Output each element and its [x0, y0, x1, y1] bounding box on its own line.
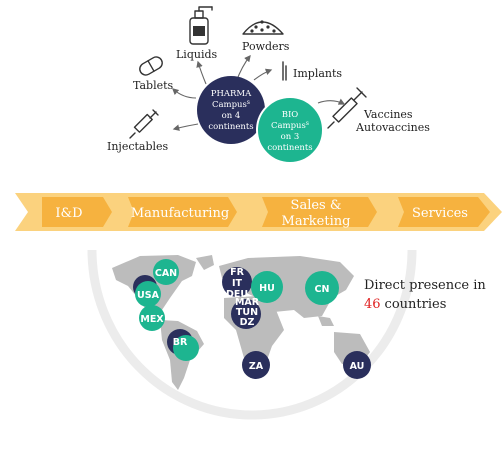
pharma-sup: s: [247, 99, 250, 106]
chain-step-sales: Sales &: [291, 198, 342, 213]
bio-sup: s: [306, 120, 309, 127]
label-br: BR: [173, 337, 188, 348]
pharma-line1: PHARMA: [211, 89, 252, 99]
implant-icon: [282, 61, 287, 81]
value-chain-band: I&D Manufacturing Sales & Marketing Serv…: [15, 193, 502, 231]
svg-text:Campuss: Campuss: [212, 99, 250, 110]
arrow-liquids: [196, 60, 207, 85]
presence-suffix: countries: [385, 297, 447, 312]
greenland-shape: [196, 255, 214, 270]
marker-hu: [251, 271, 283, 303]
label-fr: FR: [230, 267, 244, 278]
label-za: ZA: [249, 361, 264, 372]
arrow-implants: [253, 68, 273, 81]
syringe-icon: [129, 109, 159, 139]
chain-step-manufacturing: Manufacturing: [131, 206, 229, 221]
label-mar: MAR: [235, 297, 260, 308]
label-it: IT: [232, 278, 243, 289]
injectables-label: Injectables: [107, 140, 169, 153]
label-au: AU: [350, 361, 365, 372]
marker-au: [343, 351, 371, 379]
marker-usa: [135, 281, 161, 307]
presence-line1: Direct presence in: [364, 278, 486, 293]
chain-step-bg: [398, 197, 490, 227]
bio-campus-circle: BIO Campuss on 3 continents: [256, 96, 324, 164]
bio-line3: on 3: [281, 132, 300, 142]
bio-line4: continents: [267, 143, 312, 153]
svg-text:Campuss: Campuss: [271, 120, 309, 131]
bio-line1: BIO: [282, 110, 299, 120]
label-cn: CN: [315, 284, 330, 295]
chain-step-bg: [262, 197, 377, 227]
label-deu: DEU: [226, 289, 248, 300]
map-arc: [87, 249, 417, 420]
autovaccines-label: Autovaccines: [355, 121, 430, 134]
presence-line2: 46 countries: [364, 297, 446, 312]
label-hu: HU: [259, 283, 275, 294]
arrow-vaccines: [317, 98, 346, 105]
marker-can: [153, 259, 179, 285]
marker-br: [173, 335, 199, 361]
pharma-campus-circle: PHARMA Campuss on 4 continents: [197, 76, 265, 144]
marker-za: [242, 351, 270, 379]
arrow-tablets: [172, 88, 197, 99]
label-can: CAN: [155, 268, 177, 279]
marker-north-africa: [231, 299, 261, 329]
label-tun: TUN: [236, 307, 258, 318]
tablet-pill-icon: [139, 56, 163, 76]
powder-pile-icon: [242, 20, 284, 35]
arrow-injectables: [172, 123, 199, 131]
country-markers: CAN USA MEX BR FR IT DEU MAR TUN DZ HU C…: [133, 259, 371, 379]
vaccines-label: Vaccines: [363, 108, 413, 121]
chain-step-services: Services: [412, 206, 468, 221]
liquids-label: Liquids: [176, 48, 218, 61]
presence-count: 46: [364, 297, 381, 312]
implants-label: Implants: [293, 67, 342, 80]
islands-shape: [318, 316, 334, 326]
chain-step-rd: I&D: [55, 206, 82, 221]
label-mex: MEX: [140, 314, 164, 325]
tablets-label: Tablets: [133, 79, 174, 92]
label-dz: DZ: [240, 317, 255, 328]
liquid-bottle-icon: [189, 6, 213, 45]
vaccine-syringe-icon: [327, 87, 367, 129]
chain-step-bg: [128, 197, 237, 227]
label-usa: USA: [137, 290, 160, 301]
chain-step-marketing: Marketing: [282, 214, 351, 229]
pharma-line3: on 4: [222, 111, 241, 121]
bio-line2: Campus: [271, 121, 306, 131]
marker-cn: [305, 271, 339, 305]
marker-mex: [139, 305, 165, 331]
powders-label: Powders: [242, 40, 290, 53]
marker-europe: [222, 267, 252, 297]
pharma-line4: continents: [208, 122, 253, 132]
pharma-line2: Campus: [212, 100, 247, 110]
chain-step-bg: [42, 197, 112, 227]
